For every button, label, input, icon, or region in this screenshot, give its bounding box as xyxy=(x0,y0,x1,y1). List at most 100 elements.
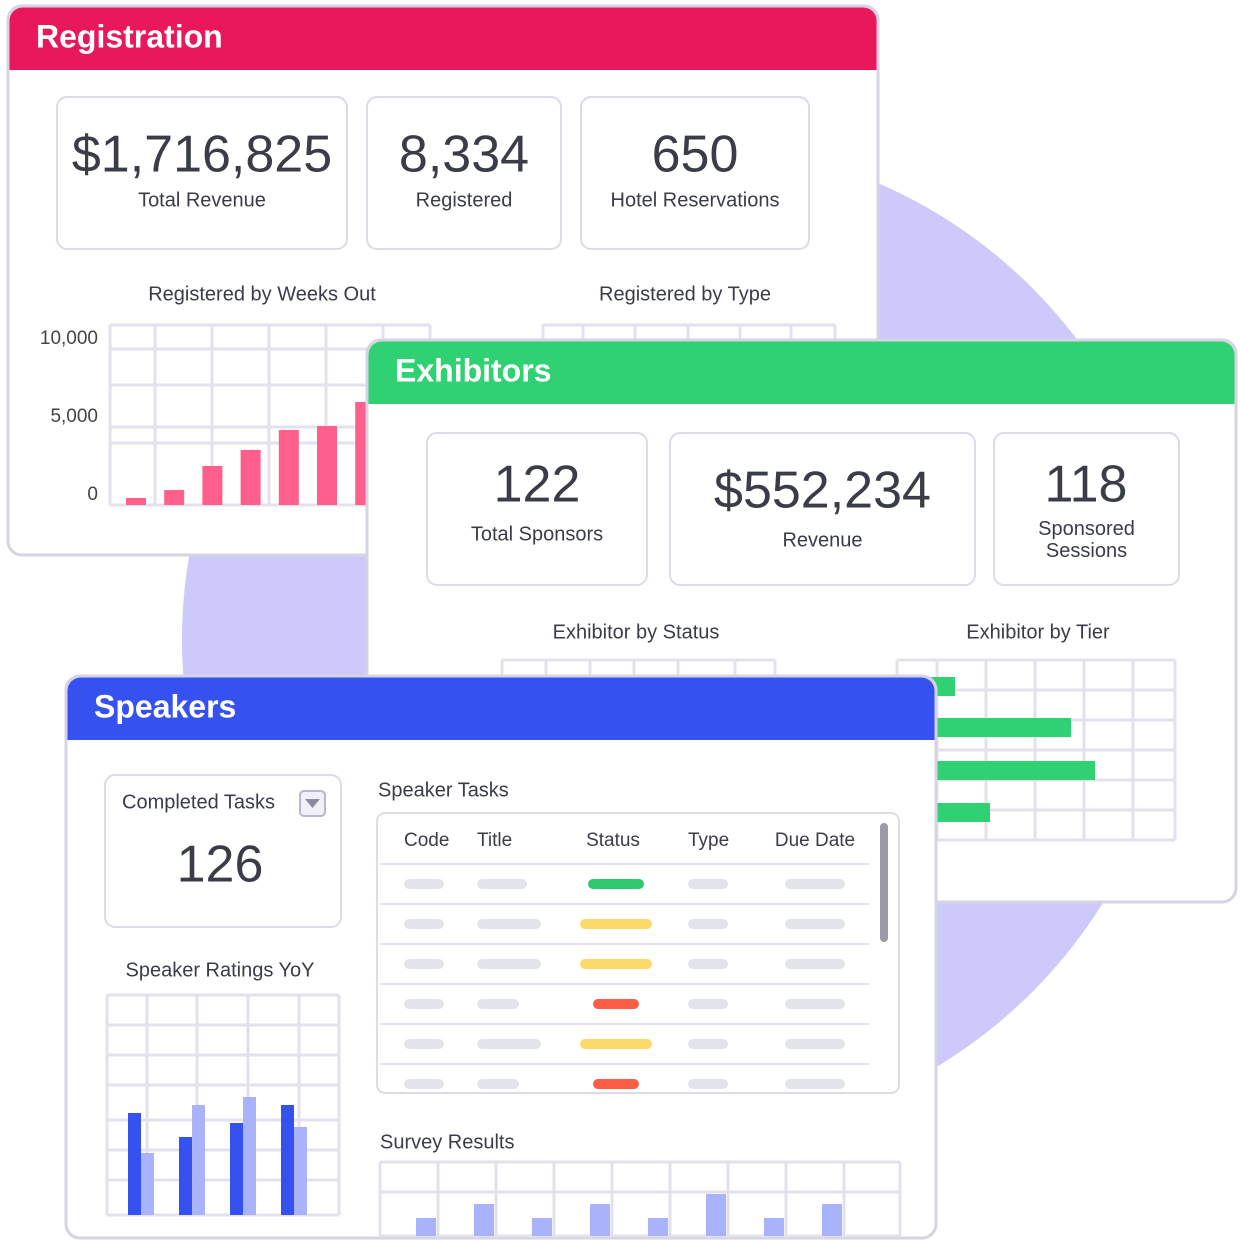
chart-title: Exhibitor by Status xyxy=(553,621,720,643)
kpi-label: Completed Tasks xyxy=(122,791,275,813)
chart-title: Survey Results xyxy=(380,1131,515,1153)
placeholder xyxy=(477,1039,541,1049)
y-tick-label: 0 xyxy=(87,484,98,505)
table-title: Speaker Tasks xyxy=(378,779,509,801)
rating-bar-prev xyxy=(230,1123,243,1215)
chart-title: Exhibitor by Tier xyxy=(966,621,1110,643)
tier-bar xyxy=(897,761,1095,780)
kpi-card xyxy=(993,432,1180,586)
speakers-title: Speakers xyxy=(94,688,236,724)
placeholder xyxy=(477,879,527,889)
kpi-label: Total Sponsors xyxy=(471,523,603,545)
placeholder xyxy=(785,1039,845,1049)
placeholder xyxy=(404,999,444,1009)
placeholder xyxy=(688,919,728,929)
kpi-card xyxy=(580,96,810,250)
placeholder xyxy=(477,1079,519,1089)
kpi-value: $552,234 xyxy=(714,462,931,520)
rating-bar-curr xyxy=(294,1127,307,1215)
placeholder xyxy=(688,1039,728,1049)
rating-bar-curr xyxy=(141,1153,154,1215)
kpi-label-box: Sponsored Sessions xyxy=(1038,518,1135,562)
survey-bar xyxy=(706,1194,726,1236)
registration-title: Registration xyxy=(36,18,223,54)
kpi-label: Revenue xyxy=(782,529,862,551)
placeholder xyxy=(404,1039,444,1049)
survey-bar xyxy=(474,1204,494,1236)
kpi-value: 122 xyxy=(494,456,581,514)
placeholder xyxy=(688,999,728,1009)
kpi-card xyxy=(426,432,648,586)
bar xyxy=(202,466,223,505)
chart-title: Registered by Weeks Out xyxy=(148,283,376,305)
status-pill xyxy=(580,919,652,929)
table-frame xyxy=(376,812,900,1094)
survey-bar xyxy=(648,1218,668,1236)
kpi-label: Sponsored Sessions xyxy=(1038,518,1135,562)
scrollbar xyxy=(880,823,888,942)
placeholder xyxy=(404,919,444,929)
placeholder xyxy=(688,959,728,969)
column-header: Status xyxy=(586,830,640,851)
chart-title: Registered by Type xyxy=(599,283,771,305)
rating-bar-curr xyxy=(192,1105,205,1215)
placeholder xyxy=(785,1079,845,1089)
kpi-card xyxy=(366,96,562,250)
status-pill xyxy=(593,1079,639,1089)
survey-bar xyxy=(764,1218,784,1236)
kpi-value: $1,716,825 xyxy=(72,126,332,184)
survey-bar xyxy=(416,1218,436,1236)
y-tick-label: 5,000 xyxy=(50,406,98,427)
bar xyxy=(278,429,299,505)
kpi-card xyxy=(669,432,976,586)
column-header: Title xyxy=(477,830,512,851)
status-pill xyxy=(580,1039,652,1049)
placeholder xyxy=(688,1079,728,1089)
kpi-value: 126 xyxy=(177,836,264,894)
tier-bar xyxy=(897,718,1071,737)
status-pill xyxy=(588,879,644,889)
rating-bar-prev xyxy=(179,1137,192,1215)
column-header: Due Date xyxy=(775,830,855,851)
placeholder xyxy=(688,879,728,889)
placeholder xyxy=(404,879,444,889)
exhibitors-title: Exhibitors xyxy=(395,352,551,388)
registration-header xyxy=(9,36,877,70)
y-tick-label: 10,000 xyxy=(40,328,98,349)
rating-bar-prev xyxy=(281,1105,294,1215)
placeholder xyxy=(404,959,444,969)
placeholder xyxy=(785,959,845,969)
rating-bar-prev xyxy=(128,1113,141,1215)
column-header: Code xyxy=(404,830,449,851)
kpi-value: 650 xyxy=(652,126,739,184)
chart-title: Speaker Ratings YoY xyxy=(125,959,314,981)
placeholder xyxy=(477,919,541,929)
rating-bar-curr xyxy=(243,1097,256,1215)
placeholder xyxy=(785,879,845,889)
status-pill xyxy=(593,999,639,1009)
placeholder xyxy=(785,999,845,1009)
bar xyxy=(240,449,261,505)
column-header: Type xyxy=(688,830,729,851)
placeholder xyxy=(477,999,519,1009)
bar xyxy=(126,497,146,505)
kpi-label: Hotel Reservations xyxy=(611,189,780,211)
status-pill xyxy=(580,959,652,969)
kpi-label: Registered xyxy=(416,189,513,211)
bar xyxy=(164,490,185,505)
exhibitors-header xyxy=(368,370,1235,404)
dropdown-arrow xyxy=(305,799,320,808)
speakers-header xyxy=(67,706,935,740)
placeholder xyxy=(404,1079,444,1089)
survey-bar xyxy=(590,1204,610,1236)
survey-bar xyxy=(822,1204,842,1236)
kpi-label: Total Revenue xyxy=(138,189,266,211)
placeholder xyxy=(477,959,541,969)
kpi-card xyxy=(104,774,342,928)
kpi-value: 8,334 xyxy=(399,126,529,184)
kpi-card xyxy=(56,96,348,250)
bar xyxy=(317,426,337,505)
kpi-value: 118 xyxy=(1045,456,1128,514)
placeholder xyxy=(785,919,845,929)
